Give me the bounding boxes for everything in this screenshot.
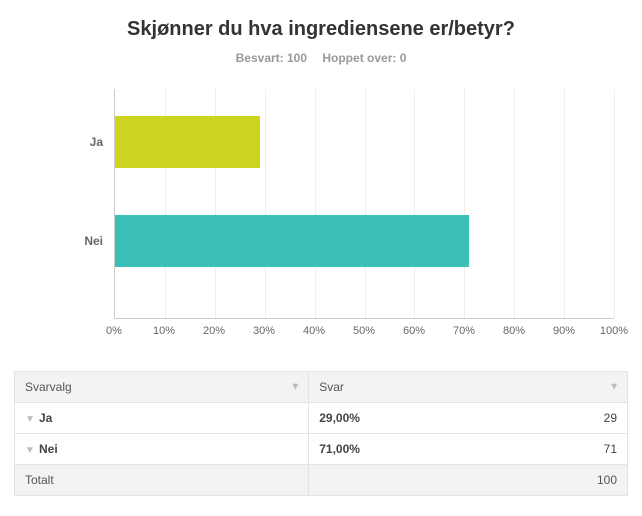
x-tick-label: 80%: [503, 325, 525, 337]
x-tick-label: 90%: [553, 325, 575, 337]
results-table: Svarvalg ▼ Svar ▼ ▼Ja29,00%29▼Nei71,00%7…: [14, 371, 628, 496]
x-tick-label: 20%: [203, 325, 225, 337]
bar-category-label: Nei: [84, 234, 115, 248]
column-header-option[interactable]: Svarvalg ▼: [15, 372, 309, 403]
expand-caret-icon[interactable]: ▼: [25, 414, 39, 425]
skipped-count: Hoppet over: 0: [322, 51, 406, 65]
gridline: [614, 89, 615, 318]
option-label: Nei: [39, 442, 58, 456]
answered-count: Besvart: 100: [236, 51, 307, 65]
x-tick-label: 10%: [153, 325, 175, 337]
total-label: Totalt: [15, 465, 309, 496]
bar: [115, 116, 260, 168]
x-tick-label: 70%: [453, 325, 475, 337]
column-header-answer[interactable]: Svar ▼: [309, 372, 628, 403]
table-total-row: Totalt100: [15, 465, 628, 496]
cell-answer: 71,00% 71: [309, 434, 628, 465]
expand-caret-icon[interactable]: ▼: [25, 445, 39, 456]
x-tick-label: 60%: [403, 325, 425, 337]
x-tick-label: 30%: [253, 325, 275, 337]
cell-option: ▼Nei: [15, 434, 309, 465]
bar-category-label: Ja: [90, 135, 115, 149]
answer-count: 71: [604, 442, 617, 456]
x-tick-label: 40%: [303, 325, 325, 337]
x-tick-label: 100%: [600, 325, 628, 337]
bar-row: Nei: [115, 215, 614, 267]
bar-row: Ja: [115, 116, 614, 168]
cell-answer: 29,00% 29: [309, 403, 628, 434]
column-header-label: Svar: [319, 380, 344, 394]
sort-icon: ▼: [290, 382, 300, 393]
page-title: Skjønner du hva ingrediensene er/betyr?: [14, 18, 628, 41]
answer-percent: 29,00%: [319, 411, 360, 425]
survey-result: Skjønner du hva ingrediensene er/betyr? …: [0, 0, 642, 516]
answer-count: 29: [604, 411, 617, 425]
table-row[interactable]: ▼Nei 71,00% 71: [15, 434, 628, 465]
table-row[interactable]: ▼Ja 29,00% 29: [15, 403, 628, 434]
table-header-row: Svarvalg ▼ Svar ▼: [15, 372, 628, 403]
option-label: Ja: [39, 411, 52, 425]
answer-percent: 71,00%: [319, 442, 360, 456]
x-tick-label: 0%: [106, 325, 122, 337]
cell-option: ▼Ja: [15, 403, 309, 434]
bar: [115, 215, 469, 267]
bar-chart: Ja Nei: [114, 89, 614, 319]
column-header-label: Svarvalg: [25, 380, 72, 394]
chart-x-axis: 0%10%20%30%40%50%60%70%80%90%100%: [114, 319, 614, 343]
sort-icon: ▼: [609, 382, 619, 393]
x-tick-label: 50%: [353, 325, 375, 337]
total-count: 100: [309, 465, 628, 496]
response-meta: Besvart: 100 Hoppet over: 0: [14, 51, 628, 65]
